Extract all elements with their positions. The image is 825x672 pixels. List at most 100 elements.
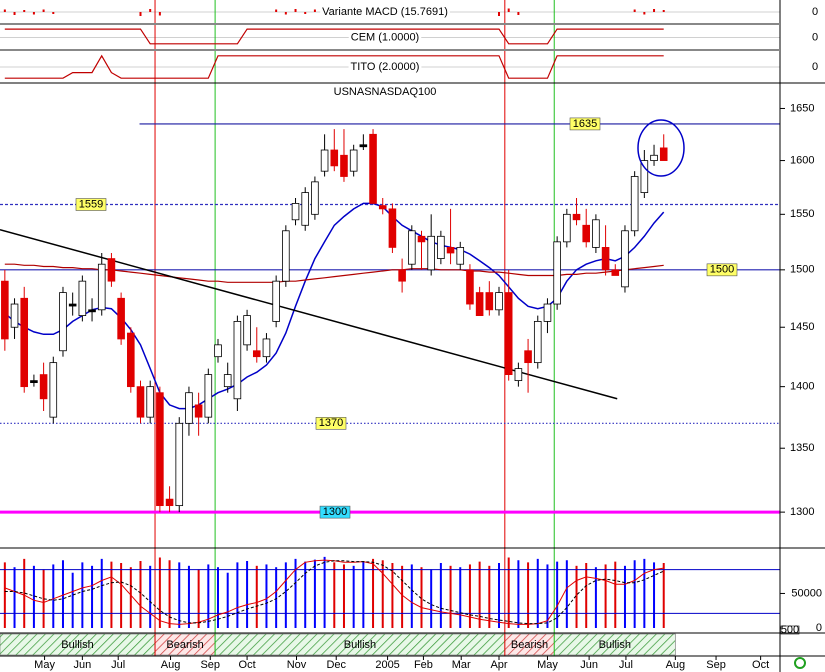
- candle-body: [117, 297, 125, 340]
- macd-bar: [662, 10, 665, 12]
- candle-body: [204, 374, 213, 418]
- y-tick-label: 1600: [790, 154, 814, 166]
- y-tick-label: 50000: [791, 587, 822, 599]
- level-label: 1300: [323, 506, 347, 518]
- candle-body: [485, 292, 494, 311]
- macd-bar: [52, 12, 55, 14]
- x-tick-label: Jun: [73, 659, 91, 671]
- candle-body: [107, 258, 116, 282]
- candle-body: [156, 392, 164, 507]
- level-label-box: [569, 117, 601, 131]
- macd-bar: [158, 12, 161, 16]
- title-bg: [348, 60, 422, 73]
- candle-body: [233, 321, 242, 400]
- candle-body: [495, 292, 503, 311]
- candle-body: [514, 368, 523, 382]
- level-label: 1559: [79, 198, 103, 210]
- candle-body: [272, 280, 280, 322]
- candle-body: [340, 154, 348, 177]
- y-tick-label: 1500: [790, 264, 814, 276]
- level-label: 1370: [319, 417, 343, 429]
- level-label-box: [319, 505, 351, 519]
- macd-bar: [294, 9, 297, 12]
- candle-body: [282, 230, 290, 282]
- candle-body: [640, 160, 649, 194]
- x-tick-label: Aug: [161, 659, 181, 671]
- candle-body: [563, 213, 571, 243]
- candle-body: [466, 269, 474, 305]
- y-tick-label: 1650: [790, 102, 814, 114]
- oscillator-line: [4, 560, 664, 625]
- candle-body: [446, 247, 455, 254]
- candle-body: [330, 149, 339, 167]
- candle-body: [572, 213, 581, 221]
- level-label: 1635: [573, 118, 597, 130]
- macd-bar: [3, 9, 6, 12]
- macd-bar: [304, 12, 307, 14]
- status-icon: [794, 657, 806, 669]
- candle-body: [39, 374, 48, 400]
- level-label: 1500: [710, 264, 734, 276]
- candle-body: [349, 149, 358, 172]
- y-tick-label: 0: [812, 6, 818, 18]
- x-tick-label: Jun: [580, 659, 598, 671]
- title-bg: [320, 5, 450, 18]
- x-tick-label: Jul: [111, 659, 125, 671]
- candle-body: [49, 362, 58, 418]
- level-label-box: [315, 417, 347, 430]
- macd-bar: [517, 12, 520, 15]
- candle-body: [417, 235, 426, 243]
- y-tick-label: 0: [812, 31, 818, 43]
- x-tick-label: Feb: [414, 659, 433, 671]
- x-tick-label: Dec: [326, 659, 346, 671]
- candle-body: [10, 303, 19, 328]
- level-label-box: [706, 263, 738, 277]
- x-tick-label: 2005: [375, 659, 399, 671]
- candle-body: [127, 332, 135, 388]
- regime-label: Bullish: [599, 639, 631, 651]
- macd-bar: [139, 12, 142, 16]
- macd-bar: [313, 9, 316, 12]
- x-tick-label: May: [34, 659, 55, 671]
- candle-body: [252, 350, 261, 358]
- candle-body: [543, 303, 552, 322]
- y-tick-label: 1350: [790, 442, 814, 454]
- macd-bar: [32, 12, 35, 15]
- candle-body: [185, 392, 193, 424]
- regime-label: Bullish: [344, 639, 376, 651]
- candle-body: [165, 498, 174, 507]
- scale-box: [780, 625, 800, 635]
- x-tick-label: Nov: [287, 659, 307, 671]
- candle-body: [456, 247, 465, 265]
- regime-label: Bearish: [166, 639, 203, 651]
- macd-bar: [653, 9, 656, 12]
- candle-body: [582, 224, 591, 243]
- candle-body: [223, 374, 232, 388]
- highlight-circle: [637, 119, 685, 177]
- macd-bar: [507, 8, 510, 12]
- x-tick-label: Oct: [752, 659, 769, 671]
- candle-body: [175, 422, 184, 507]
- x-tick-label: Sep: [706, 659, 726, 671]
- candle-body: [592, 219, 600, 248]
- y-tick-label: 1300: [790, 506, 814, 518]
- candle-body: [659, 147, 668, 161]
- candle-body: [262, 338, 271, 358]
- x-tick-label: Jul: [619, 659, 633, 671]
- chart-title: USNASNASDAQ100: [334, 86, 437, 98]
- regime-label: Bearish: [511, 639, 548, 651]
- x-tick-label: Sep: [200, 659, 220, 671]
- candle-body: [369, 133, 377, 204]
- y-tick-label: 0: [816, 622, 822, 634]
- x-tick-label: Mar: [452, 659, 471, 671]
- candle-body: [311, 181, 319, 215]
- candle-body: [533, 321, 542, 364]
- macd-bar: [23, 10, 26, 12]
- candle-body: [97, 263, 106, 311]
- candle-body: [59, 292, 67, 352]
- candle-body: [427, 235, 435, 271]
- candle-body: [68, 303, 77, 307]
- indicator-line: [4, 54, 664, 79]
